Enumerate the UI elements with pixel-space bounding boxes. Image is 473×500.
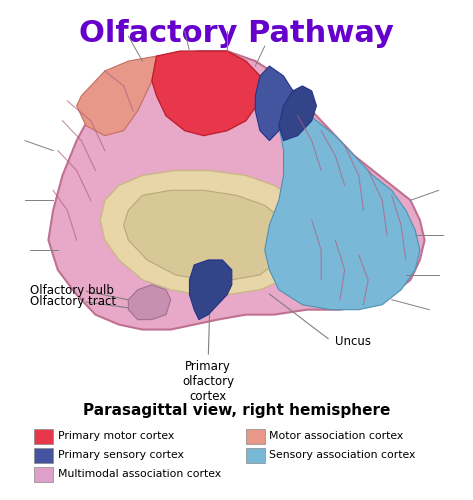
Polygon shape [123, 190, 288, 280]
Polygon shape [48, 51, 425, 330]
Text: Olfactory bulb: Olfactory bulb [30, 284, 114, 298]
Polygon shape [77, 56, 157, 136]
Polygon shape [128, 285, 171, 320]
Text: Primary sensory cortex: Primary sensory cortex [58, 450, 184, 460]
Text: Multimodal association cortex: Multimodal association cortex [58, 469, 221, 479]
Text: Uncus: Uncus [335, 336, 371, 348]
FancyBboxPatch shape [246, 429, 265, 444]
FancyBboxPatch shape [35, 448, 53, 463]
Polygon shape [279, 86, 316, 141]
Text: Primary
olfactory
cortex: Primary olfactory cortex [182, 360, 234, 404]
Text: Primary motor cortex: Primary motor cortex [58, 432, 174, 442]
FancyBboxPatch shape [246, 448, 265, 463]
Polygon shape [100, 170, 307, 294]
Polygon shape [265, 96, 420, 310]
Text: Parasagittal view, right hemisphere: Parasagittal view, right hemisphere [83, 402, 390, 417]
Text: Olfactory Pathway: Olfactory Pathway [79, 19, 394, 48]
Text: Olfactory tract: Olfactory tract [30, 295, 116, 308]
Text: Motor association cortex: Motor association cortex [270, 432, 403, 442]
FancyBboxPatch shape [35, 429, 53, 444]
Polygon shape [152, 51, 260, 136]
FancyBboxPatch shape [35, 467, 53, 481]
Polygon shape [255, 66, 293, 140]
Text: Sensory association cortex: Sensory association cortex [270, 450, 416, 460]
Polygon shape [190, 260, 232, 320]
